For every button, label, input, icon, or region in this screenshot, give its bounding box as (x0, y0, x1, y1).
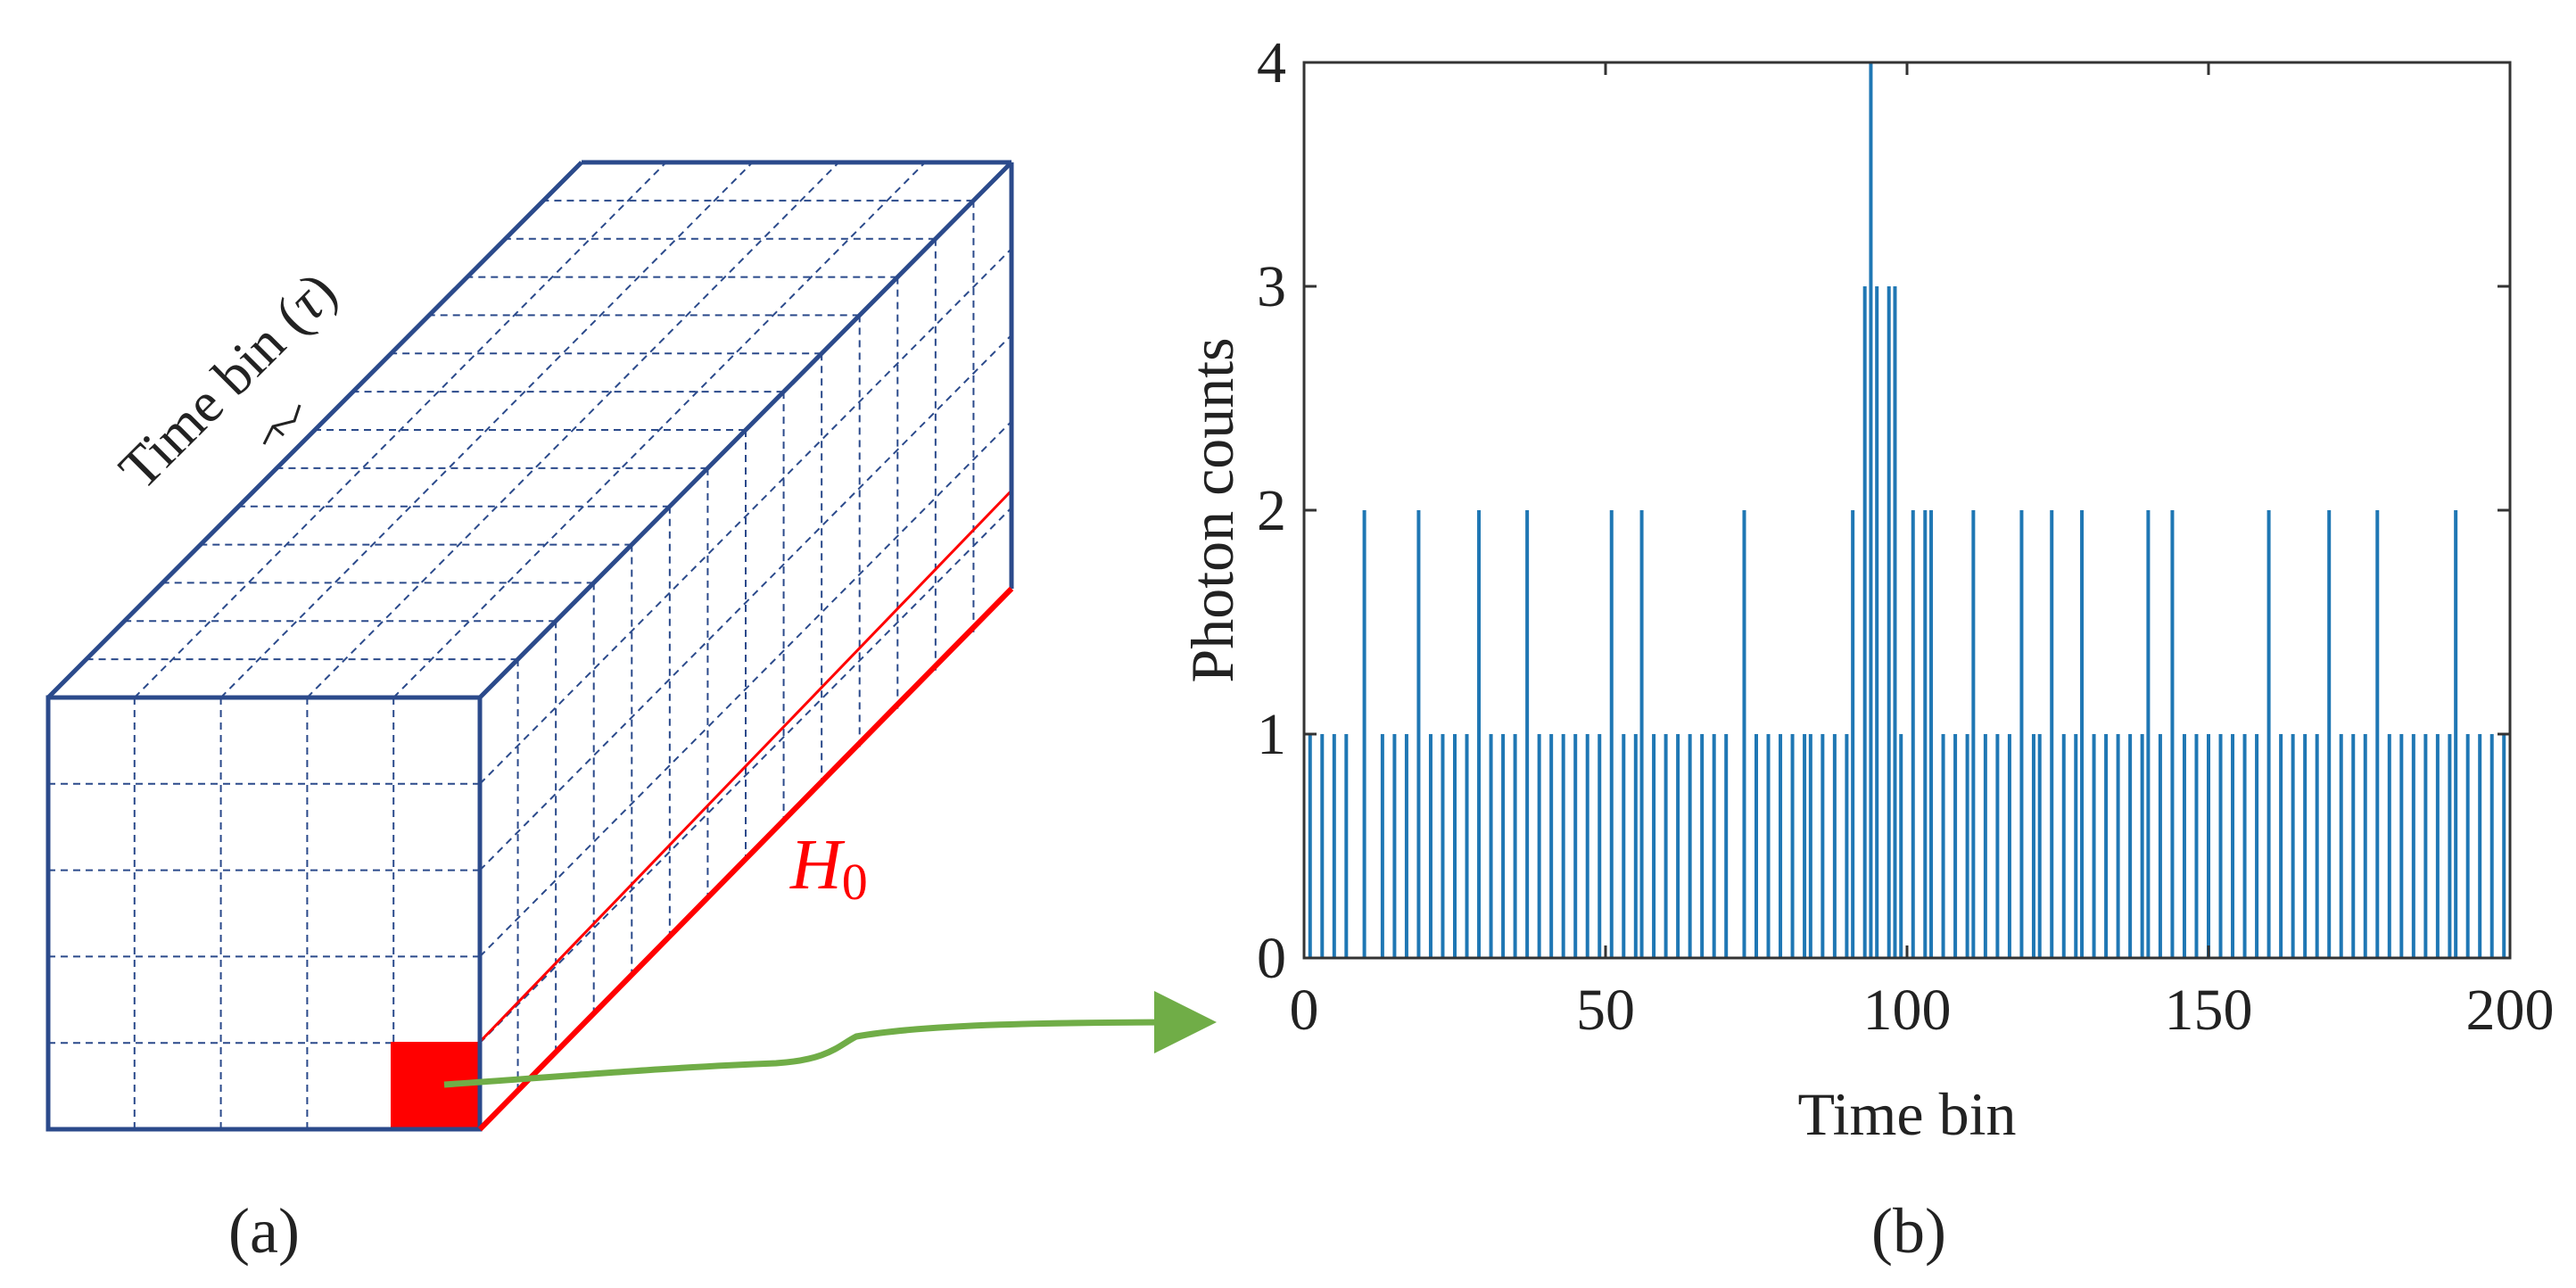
x-tick-label: 200 (2466, 978, 2555, 1043)
time-bin-bracket-icon (262, 404, 301, 445)
y-tick-label: 3 (1257, 254, 1286, 319)
top-grid-line (392, 161, 926, 698)
x-tick-label: 50 (1576, 978, 1635, 1043)
time-bin-label: Time bin (τ) (107, 260, 349, 501)
cube-front-face (45, 695, 483, 1132)
axis-ticks: 0 50 100 150 200 0 1 2 3 4 (1257, 30, 2555, 1043)
x-tick-label: 100 (1863, 978, 1952, 1043)
data-cube-panel: Time bin (τ) H0 (a) (45, 160, 1014, 1267)
x-tick-label: 0 (1290, 978, 1319, 1043)
top-grid-line (219, 161, 754, 698)
y-tick-label: 1 (1257, 702, 1286, 767)
side-grid-line (479, 507, 1012, 1044)
caption-a: (a) (228, 1195, 300, 1267)
y-axis-label: Photon counts (1178, 337, 1246, 682)
pixel-to-histogram-arrow (443, 991, 1217, 1088)
x-axis-label: Time bin (1797, 1080, 2016, 1148)
photon-count-chart: 0 50 100 150 200 0 1 2 3 4 Time bin Photon counts… (1178, 30, 2555, 1267)
x-tick-label: 150 (2165, 978, 2253, 1043)
side-grid-line (479, 334, 1012, 871)
y-tick-label: 4 (1257, 30, 1286, 95)
h0-line-upper (478, 489, 1013, 1044)
y-tick-label: 2 (1257, 478, 1286, 543)
caption-b: (b) (1871, 1195, 1946, 1267)
cube-grid-lines (48, 161, 1012, 1129)
cube-outline (45, 160, 1014, 1132)
top-grid-line (134, 161, 667, 698)
h0-label: H0 (789, 826, 868, 911)
stem-series (1308, 62, 2506, 958)
side-grid-line (479, 420, 1012, 958)
side-grid-line (479, 248, 1012, 785)
plot-area (1304, 62, 2510, 958)
top-grid-line (306, 161, 840, 698)
y-tick-label: 0 (1257, 926, 1286, 991)
